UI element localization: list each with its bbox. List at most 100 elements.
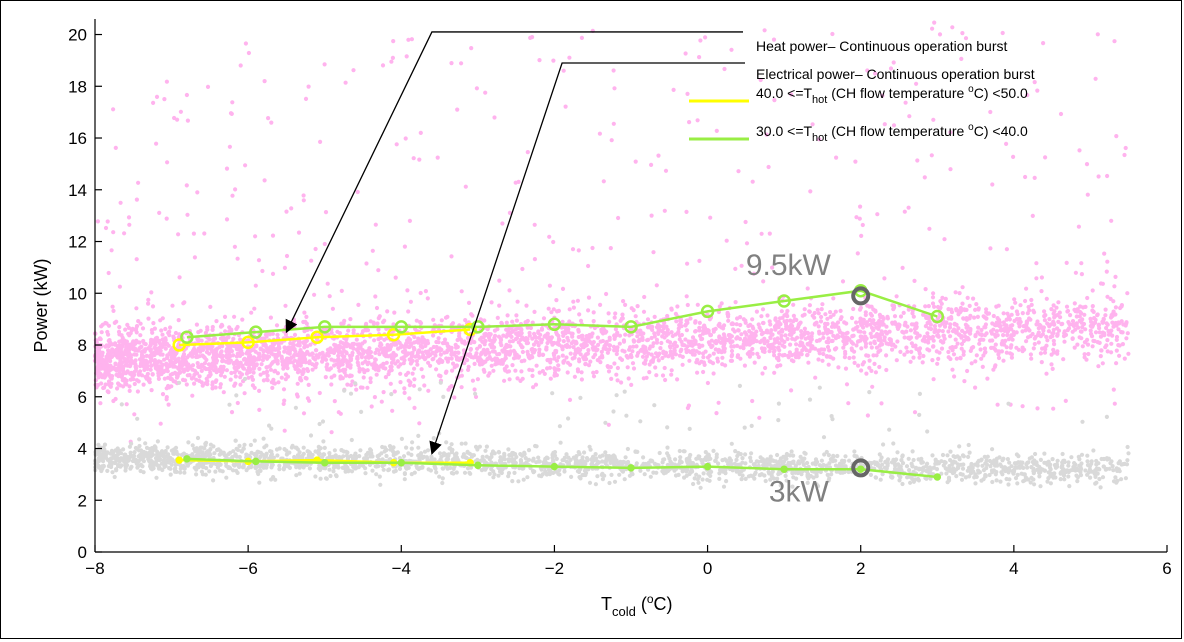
scatter-point [595, 335, 601, 340]
scatter-point [514, 313, 519, 318]
scatter-point [703, 450, 708, 455]
scatter-point [205, 345, 210, 350]
scatter-clouds [92, 20, 1131, 490]
scatter-point [948, 130, 953, 135]
scatter-point [93, 338, 98, 343]
scatter-point [463, 184, 468, 189]
scatter-point [169, 360, 175, 365]
scatter-point [190, 393, 195, 398]
scatter-point [779, 309, 784, 314]
scatter-point [492, 115, 497, 120]
scatter-point [364, 261, 369, 266]
scatter-point [374, 347, 379, 352]
scatter-point [1090, 308, 1095, 313]
scatter-point [606, 422, 611, 427]
scatter-point [842, 320, 847, 325]
scatter-point [1042, 468, 1047, 473]
scatter-point [168, 472, 173, 477]
scatter-point [422, 357, 427, 362]
scatter-point [268, 315, 273, 320]
scatter-point [953, 290, 958, 295]
scatter-point [1109, 350, 1114, 355]
scatter-point [669, 368, 674, 373]
scatter-point [578, 318, 584, 323]
scatter-point [695, 370, 700, 375]
scatter-point [546, 306, 551, 311]
scatter-point [133, 348, 138, 353]
scatter-point [760, 349, 766, 354]
scatter-point [738, 322, 743, 328]
scatter-point [1100, 361, 1105, 366]
scatter-point [214, 369, 219, 374]
scatter-point [960, 301, 965, 306]
scatter-point [1093, 76, 1098, 81]
scatter-point [617, 333, 623, 338]
scatter-point [865, 413, 871, 418]
scatter-point [607, 347, 612, 352]
scatter-point [1124, 336, 1129, 341]
scatter-point [719, 336, 724, 341]
scatter-point [930, 358, 935, 363]
scatter-point [158, 348, 163, 353]
scatter-point [668, 340, 673, 345]
scatter-point [554, 330, 559, 335]
scatter-point [711, 327, 716, 332]
scatter-point [269, 120, 274, 125]
scatter-point [449, 384, 454, 389]
scatter-point [1114, 334, 1120, 340]
scatter-point [1095, 313, 1100, 318]
scatter-point [518, 378, 523, 383]
scatter-point [98, 401, 103, 406]
scatter-point [768, 343, 773, 348]
scatter-point [992, 332, 998, 337]
scatter-point [806, 360, 811, 365]
scatter-point [136, 180, 141, 185]
scatter-point [1092, 316, 1097, 321]
scatter-point [175, 374, 180, 379]
scatter-point [1025, 93, 1030, 98]
scatter-point [1065, 308, 1071, 314]
scatter-point [914, 335, 919, 340]
scatter-point [374, 372, 379, 377]
scatter-point [1066, 463, 1071, 468]
scatter-point [1078, 304, 1083, 309]
scatter-point [1009, 327, 1014, 332]
scatter-point [167, 329, 172, 334]
scatter-point [701, 369, 706, 375]
scatter-point [296, 342, 301, 347]
scatter-point [282, 265, 287, 270]
scatter-point [391, 354, 396, 359]
scatter-point [402, 244, 407, 249]
scatter-point [224, 166, 230, 171]
scatter-point [345, 361, 350, 366]
scatter-point [1096, 174, 1101, 179]
scatter-point [106, 348, 111, 353]
scatter-point [777, 316, 783, 321]
scatter-point [927, 226, 932, 231]
scatter-point [102, 385, 107, 390]
scatter-point [421, 353, 426, 358]
scatter-point [550, 342, 555, 347]
scatter-point [1023, 174, 1028, 180]
scatter-point [931, 338, 936, 343]
scatter-point [1051, 327, 1056, 332]
scatter-point [449, 356, 454, 361]
scatter-point [192, 381, 197, 386]
scatter-point [135, 389, 140, 394]
scatter-point [156, 373, 161, 378]
scatter-point [685, 405, 691, 411]
scatter-point [197, 374, 202, 379]
scatter-point [763, 365, 768, 371]
scatter-point [652, 334, 657, 339]
scatter-point [869, 325, 875, 330]
scatter-point [714, 128, 719, 133]
scatter-point [505, 313, 510, 318]
scatter-point [149, 290, 154, 295]
scatter-point [656, 353, 661, 358]
scatter-point [806, 342, 812, 347]
scatter-point [722, 66, 727, 72]
scatter-point [931, 291, 936, 296]
scatter-point [1117, 343, 1122, 348]
scatter-point [1091, 321, 1096, 326]
scatter-point [1038, 457, 1043, 462]
